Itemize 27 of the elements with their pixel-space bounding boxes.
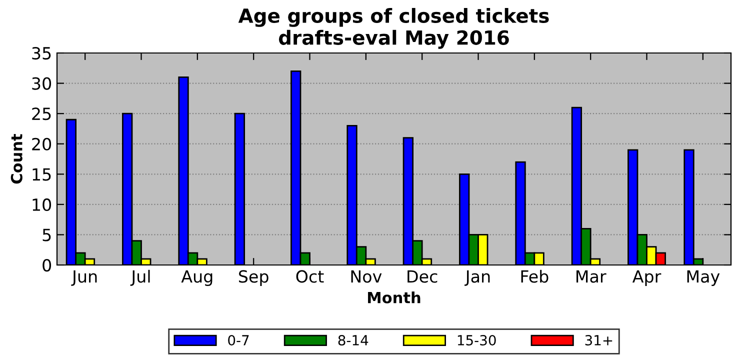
- x-tick-label: Sep: [238, 270, 268, 286]
- x-tick-label: Jun: [71, 270, 97, 286]
- x-tick-label: Oct: [296, 270, 324, 283]
- y-axis-title: Count: [10, 134, 22, 184]
- y-tick-label: 35: [32, 46, 51, 60]
- y-tick-label: 5: [42, 228, 51, 242]
- y-tick-label: 10: [32, 198, 52, 211]
- legend-label: 0-7: [228, 334, 249, 346]
- x-tick-label: Feb: [521, 270, 548, 283]
- x-tick-label: Jan: [464, 270, 490, 286]
- y-tick-label: 25: [32, 108, 51, 120]
- x-tick-label: May: [687, 270, 720, 286]
- x-tick-label: Apr: [632, 270, 662, 286]
- y-tick-label: 15: [32, 168, 51, 181]
- chart-title: Age groups of closed tickets drafts-eval May 2016: [238, 8, 549, 49]
- x-tick-label: Dec: [408, 270, 438, 283]
- y-tick-label: 0: [42, 258, 52, 272]
- x-tick-label: Aug: [181, 270, 212, 286]
- x-tick-label: Nov: [351, 270, 382, 283]
- x-axis-title: Month: [368, 292, 420, 304]
- x-tick-label: Mar: [576, 270, 606, 283]
- legend-label: 15-30: [458, 334, 496, 346]
- y-tick-label: 30: [32, 77, 52, 90]
- x-tick-label: Jul: [130, 270, 150, 286]
- legend-label: 31+: [585, 334, 612, 346]
- legend-label: 8-14: [338, 334, 368, 346]
- y-tick-label: 20: [32, 138, 52, 150]
